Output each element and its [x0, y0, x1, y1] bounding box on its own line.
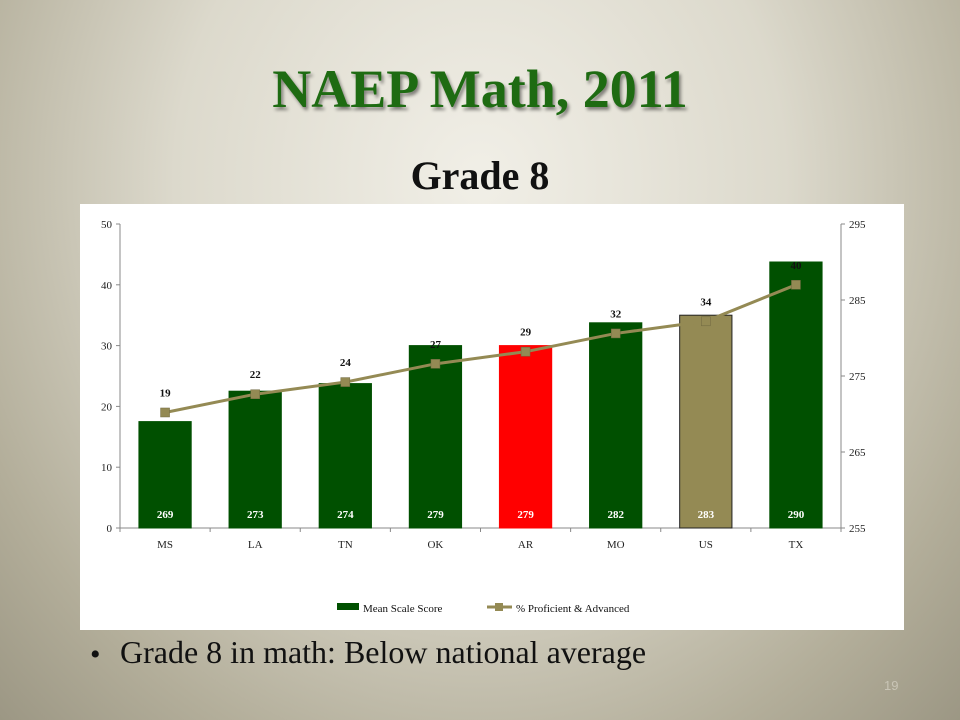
- y-right-tick-label: 255: [849, 523, 866, 535]
- y-left-tick-label: 50: [101, 219, 113, 231]
- bar-value-label: 274: [337, 509, 354, 521]
- line-point: [791, 280, 801, 290]
- bullet-item: • Grade 8 in math: Below national averag…: [90, 634, 910, 684]
- line-point: [160, 407, 170, 418]
- y-left-tick-label: 20: [101, 401, 113, 413]
- bar-la: [228, 390, 282, 529]
- line-value-label: 19: [160, 387, 172, 399]
- x-tick-label: MO: [607, 539, 625, 551]
- x-tick-label: US: [699, 539, 713, 551]
- y-left-tick-label: 30: [101, 341, 113, 353]
- page-number: 19: [884, 678, 899, 693]
- line-value-label: 24: [340, 357, 352, 369]
- bar-value-label: 282: [607, 509, 624, 521]
- bar-tx: [769, 261, 823, 529]
- y-right-tick-label: 295: [849, 219, 866, 231]
- combo-chart: 0 10 20 30 40 50 255 265 275 285 295 269 273 274 279 27…: [101, 219, 866, 615]
- x-tick-label: MS: [157, 539, 173, 551]
- x-tick-label: TX: [789, 539, 804, 551]
- bar-ok: [408, 345, 463, 529]
- x-tick-label: AR: [518, 539, 534, 551]
- bar-value-label: 279: [517, 509, 534, 521]
- legend-label-bars: Mean Scale Score: [363, 603, 443, 615]
- chart-container: 0 10 20 30 40 50 255 265 275 285 295 269 273 274 279 27…: [80, 204, 904, 630]
- y-left-tick-label: 40: [101, 280, 113, 292]
- y-left-tick-label: 10: [101, 462, 113, 474]
- line-point: [610, 328, 621, 339]
- line-value-label: 34: [700, 296, 712, 308]
- bar-value-label: 283: [698, 509, 715, 521]
- bar-ar: [498, 345, 553, 529]
- line-value-label: 27: [430, 339, 442, 351]
- line-point: [430, 359, 441, 369]
- line-value-label: 32: [610, 308, 622, 320]
- bullet-text: Grade 8 in math: Below national average: [120, 634, 647, 670]
- slide-subtitle: Grade 8: [410, 153, 550, 198]
- bar-value-label: 269: [157, 509, 174, 521]
- bar-tn: [318, 383, 372, 529]
- y-right-tick-label: 265: [849, 447, 866, 459]
- bar-value-label: 273: [247, 509, 264, 521]
- slide-title: NAEP Math, 2011: [272, 59, 688, 119]
- line-point: [520, 346, 531, 357]
- legend-swatch-marker: [495, 603, 503, 611]
- bullet-dot-icon: •: [90, 638, 101, 671]
- bar-value-label: 279: [427, 509, 444, 521]
- line-point: [340, 377, 351, 387]
- x-tick-label: LA: [248, 539, 263, 551]
- line-value-label: 22: [250, 369, 262, 381]
- bar-value-label: 290: [788, 509, 805, 521]
- line-value-label: 40: [790, 260, 802, 272]
- line-point: [701, 316, 711, 327]
- bar-mo: [589, 322, 643, 529]
- y-right-tick-label: 275: [849, 371, 866, 383]
- line-point: [250, 389, 260, 399]
- legend-label-line: % Proficient & Advanced: [516, 603, 630, 615]
- x-tick-label: TN: [338, 539, 353, 551]
- x-tick-label: OK: [427, 539, 443, 551]
- line-value-label: 29: [520, 327, 532, 339]
- bar-ms: [138, 421, 192, 529]
- line-series-proficient: [164, 283, 797, 414]
- y-right-tick-label: 285: [849, 295, 866, 307]
- bar-us: [679, 314, 733, 529]
- y-left-tick-label: 0: [107, 523, 113, 535]
- legend-swatch-bars: [337, 603, 359, 610]
